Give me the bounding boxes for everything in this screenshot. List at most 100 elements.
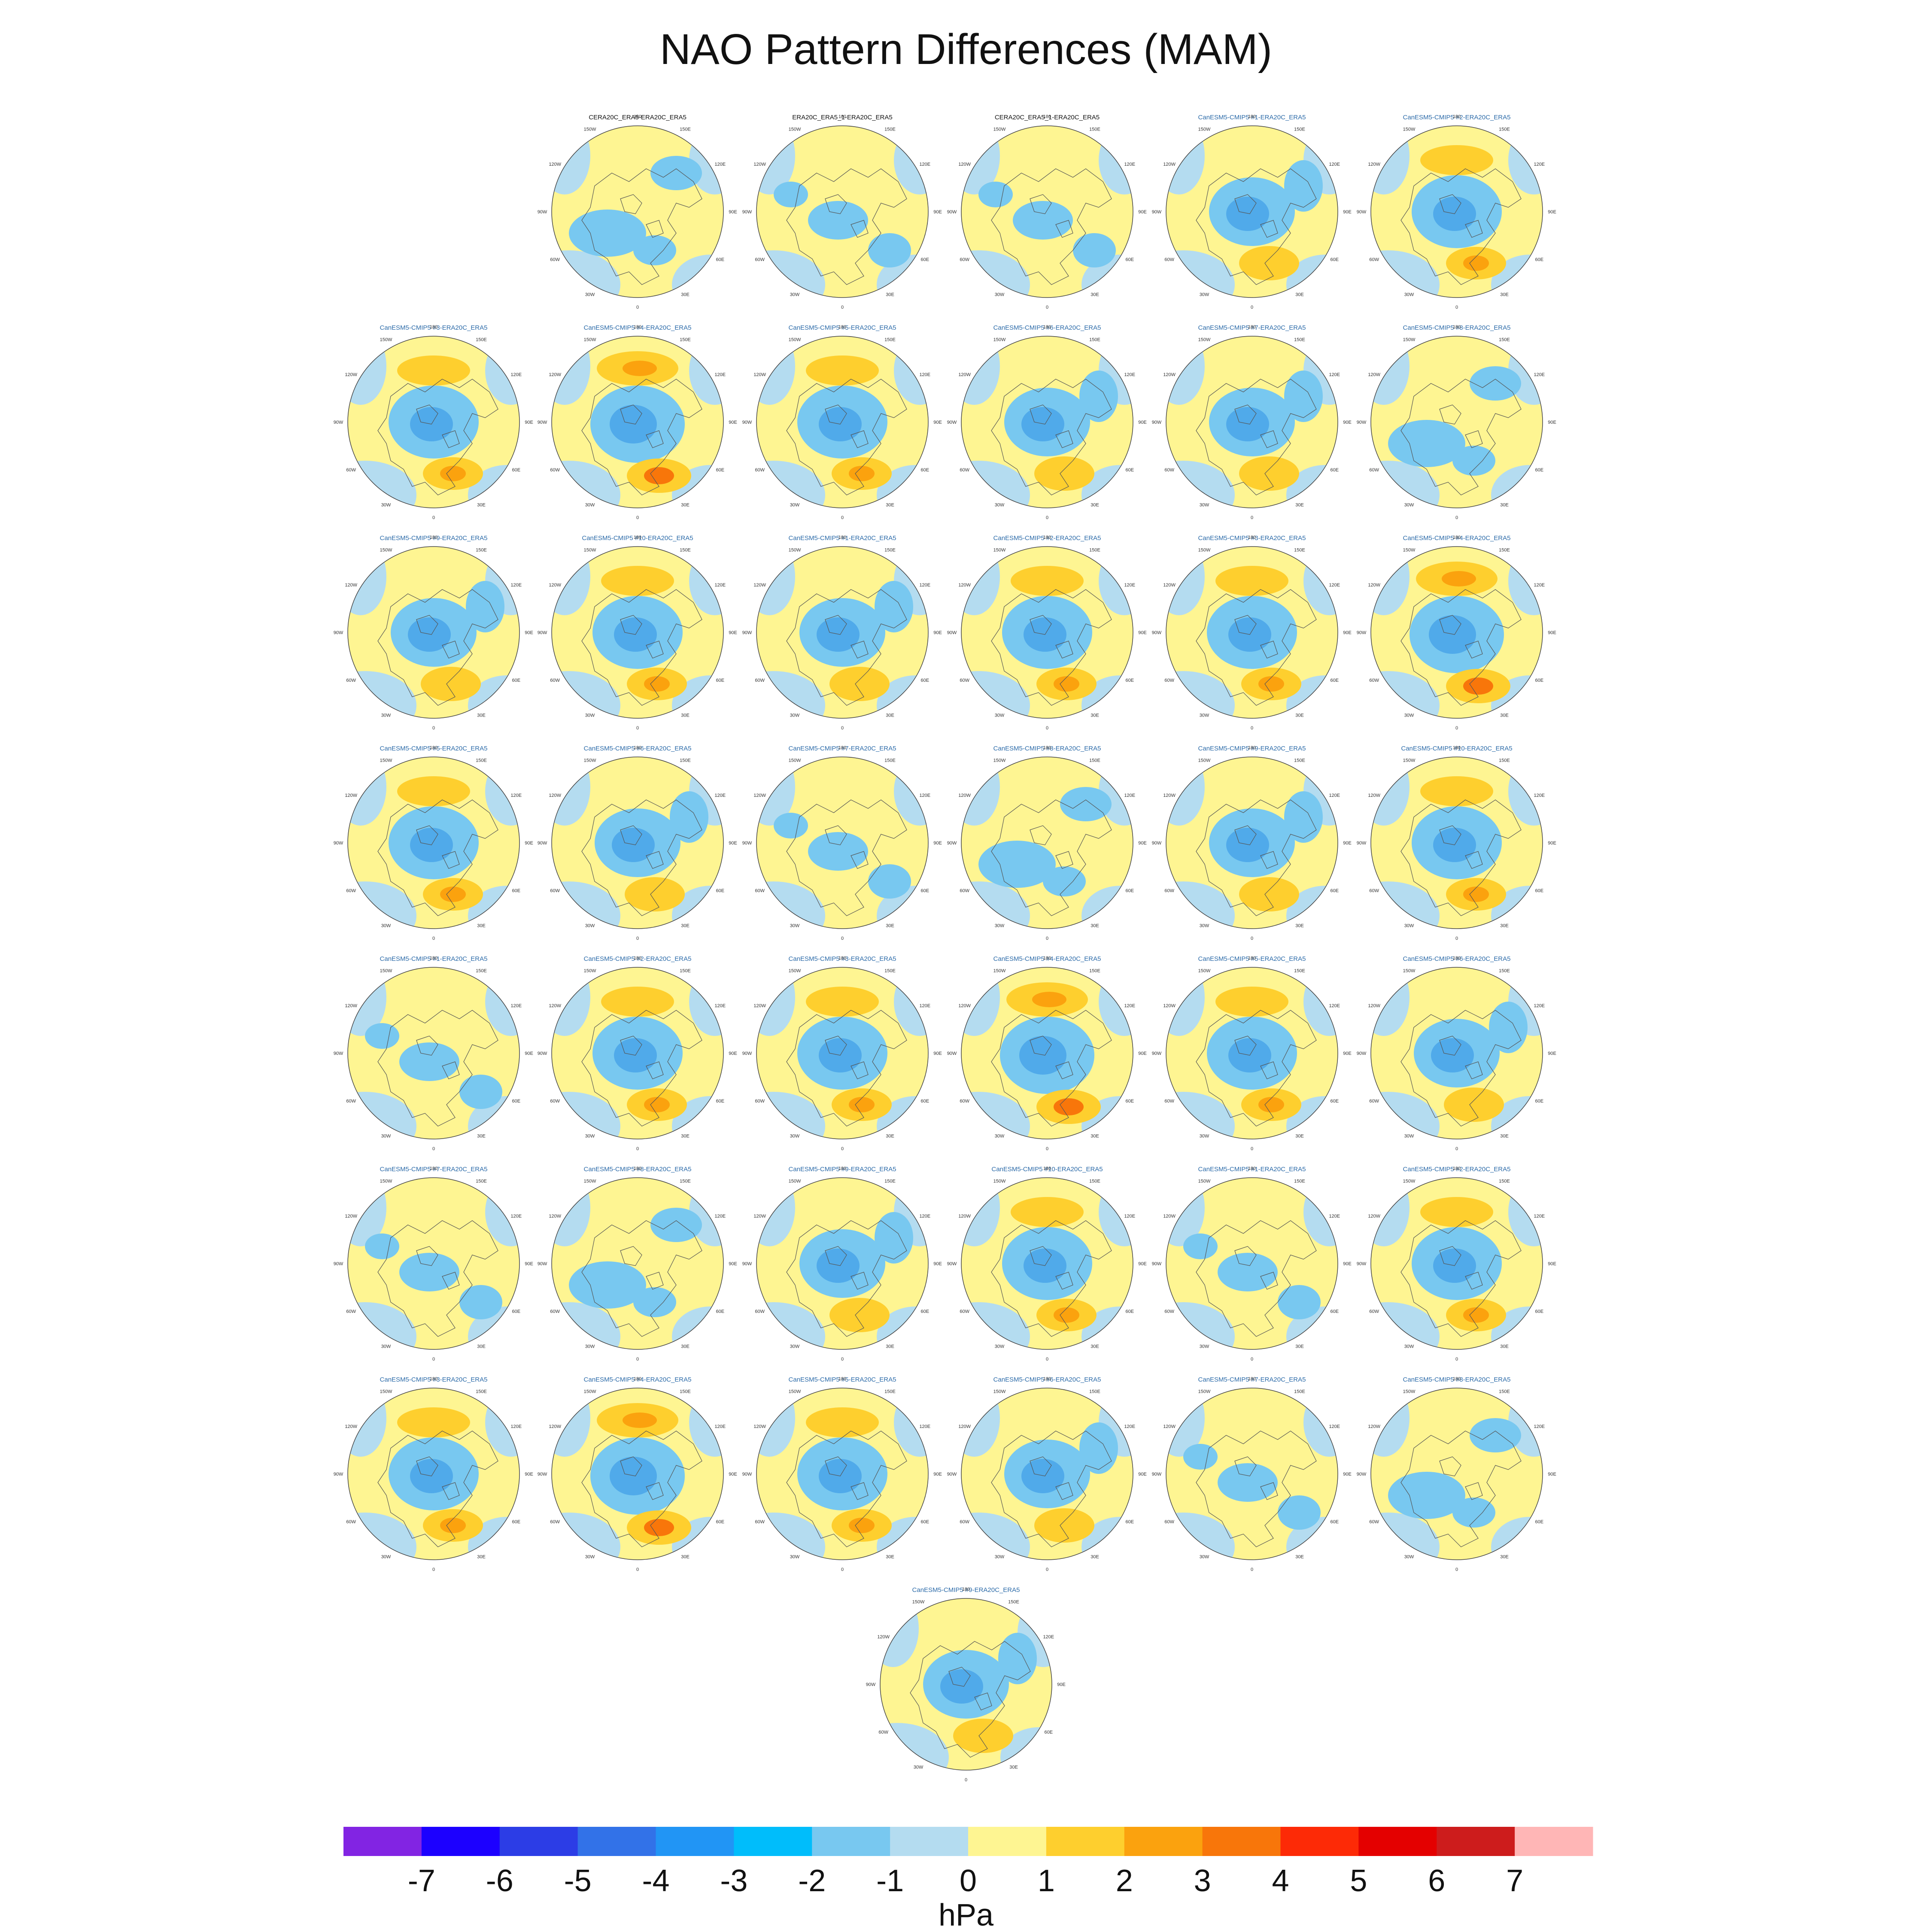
anomaly-contour-region (1463, 1307, 1489, 1323)
longitude-tick-label: 120E (1124, 1424, 1135, 1429)
panel-title: CanESM5-CMIP5 #10-ERA20C_ERA5 (991, 1166, 1103, 1173)
longitude-tick-label: 30W (1404, 1344, 1414, 1349)
coastline (991, 379, 1112, 495)
longitude-tick-label: 0 (841, 515, 844, 520)
longitude-tick-label: 150W (993, 548, 1006, 553)
longitude-tick-label: 150W (993, 1179, 1006, 1184)
longitude-tick-label: 150E (476, 548, 487, 553)
longitude-tick-label: 120E (1329, 162, 1340, 167)
map-panel: CanESM5-CMIP5 #10-ERA20C_ERA5 180 150E 120E… (538, 535, 737, 745)
map-boundary (551, 1177, 724, 1350)
longitude-tick-label: 150E (1089, 548, 1100, 553)
longitude-tick-label: 60E (1126, 257, 1134, 262)
panel-title: CanESM5-CMIP5 #6-ERA20C_ERA5 (993, 324, 1101, 331)
anomaly-contour-region (961, 671, 1030, 718)
anomaly-contour-region (808, 201, 868, 240)
polar-stereographic-map: 180 150E 120E 90E 60E 30E 0 30W 60W 90W 120W 150W (742, 1376, 942, 1572)
longitude-tick-label: 150E (1008, 1600, 1019, 1605)
longitude-tick-label: 120W (958, 1003, 971, 1009)
anomaly-contour-region (849, 466, 875, 481)
anomaly-contour-region (552, 547, 590, 615)
longitude-tick-label: 30W (995, 1344, 1005, 1349)
longitude-tick-label: 180 (430, 1166, 437, 1171)
anomaly-contour-region (1166, 1092, 1235, 1139)
anomaly-contour-region (1226, 407, 1269, 441)
anomaly-contour-region (1508, 547, 1543, 615)
longitude-tick-label: 150W (584, 337, 596, 343)
longitude-tick-label: 90E (1548, 841, 1556, 846)
longitude-tick-label: 0 (432, 1146, 435, 1151)
coastline (377, 1431, 498, 1547)
panel-title: CanESM5-CMIP5 #5-ERA20C_ERA5 (788, 1376, 896, 1383)
longitude-tick-label: 180 (1043, 114, 1051, 119)
longitude-tick-label: 60E (1535, 678, 1544, 683)
longitude-tick-label: 150E (884, 1179, 896, 1184)
longitude-tick-label: 120W (753, 583, 766, 588)
longitude-tick-label: 30E (681, 1133, 690, 1139)
map-panel: CanESM5-CMIP5 #2-ERA20C_ERA5 180 150E 120E 9… (1357, 1166, 1556, 1376)
longitude-tick-label: 180 (430, 1376, 437, 1382)
longitude-tick-label: 0 (1046, 936, 1048, 941)
longitude-tick-label: 180 (1043, 956, 1051, 961)
polar-stereographic-map: 180 150E 120E 90E 60E 30E 0 30W 60W 90W 120W 150W (538, 535, 737, 731)
map-boundary (1166, 756, 1338, 929)
longitude-tick-label: 120W (345, 1214, 357, 1219)
anomaly-contour-region (397, 1407, 470, 1437)
longitude-tick-label: 90E (933, 420, 942, 425)
longitude-tick-label: 120E (1329, 583, 1340, 588)
anomaly-contour-region (552, 1388, 590, 1457)
longitude-tick-label: 150E (1499, 758, 1510, 763)
longitude-tick-label: 150E (1089, 758, 1100, 763)
anomaly-contour-region (644, 676, 670, 692)
anomaly-contour-region (961, 967, 1000, 1036)
anomaly-contour-region (399, 1042, 459, 1081)
longitude-tick-label: 90E (729, 1051, 737, 1056)
polar-stereographic-map: 180 150E 120E 90E 60E 30E 0 30W 60W 90W 120W 150W (334, 325, 533, 520)
longitude-tick-label: 30W (995, 292, 1005, 297)
longitude-tick-label: 60W (960, 1519, 969, 1525)
longitude-tick-label: 60E (512, 468, 521, 473)
longitude-tick-label: 150E (1499, 548, 1510, 553)
longitude-tick-label: 180 (838, 114, 846, 119)
longitude-tick-label: 30W (1404, 923, 1414, 928)
map-panel: CanESM5-CMIP5 #9-ERA20C_ERA5 180 150E 120E 9… (334, 535, 533, 745)
field-background (961, 757, 1133, 929)
coastline (581, 1010, 702, 1127)
anomaly-contour-region (868, 233, 911, 267)
anomaly-contour-region (1420, 145, 1493, 175)
longitude-tick-label: 30W (1200, 502, 1209, 507)
anomaly-contour-region (552, 1092, 620, 1139)
longitude-tick-label: 120W (1163, 1214, 1176, 1219)
anomaly-contour-region (1043, 866, 1086, 896)
panel-title: CanESM5-CMIP5 #5-ERA20C_ERA5 (788, 324, 896, 331)
longitude-tick-label: 0 (1455, 1146, 1458, 1151)
anomaly-contour-region (756, 671, 825, 718)
longitude-tick-label: 150W (584, 548, 596, 553)
anomaly-contour-region (756, 1513, 825, 1560)
longitude-tick-label: 120E (714, 162, 726, 167)
anomaly-contour-region (961, 1388, 1000, 1457)
polar-stereographic-map: 180 150E 120E 90E 60E 30E 0 30W 60W 90W 120W 150W (742, 745, 942, 941)
anomaly-contour-region (849, 1518, 875, 1533)
longitude-tick-label: 120W (1163, 1424, 1176, 1429)
anomaly-contour-region (1388, 1472, 1465, 1519)
anomaly-contour-region (1463, 677, 1493, 695)
map-panel: CanESM5-CMIP5 #1-ERA20C_ERA5 180 150E 120E 9… (1152, 114, 1352, 324)
longitude-tick-label: 120E (510, 1214, 522, 1219)
longitude-tick-label: 180 (634, 745, 641, 750)
colorbar-swatch (1202, 1827, 1281, 1856)
longitude-tick-label: 180 (634, 1166, 641, 1171)
longitude-tick-label: 90W (742, 210, 752, 215)
longitude-tick-label: 120E (1534, 162, 1545, 167)
colorbar-tick-label: -7 (408, 1864, 435, 1898)
anomaly-contour-region (1099, 967, 1133, 1036)
anomaly-contour-region (1081, 886, 1133, 929)
anomaly-contour-region (348, 757, 386, 826)
longitude-tick-label: 180 (1453, 1166, 1461, 1171)
anomaly-contour-region (485, 967, 519, 1036)
anomaly-contour-region (1303, 1178, 1338, 1246)
colorbar-swatch (1515, 1827, 1593, 1856)
map-panel: CanESM5-CMIP5 #2-ERA20C_ERA5 180 150E 120E 9… (538, 955, 737, 1166)
longitude-tick-label: 30W (585, 923, 595, 928)
longitude-tick-label: 30W (790, 292, 800, 297)
